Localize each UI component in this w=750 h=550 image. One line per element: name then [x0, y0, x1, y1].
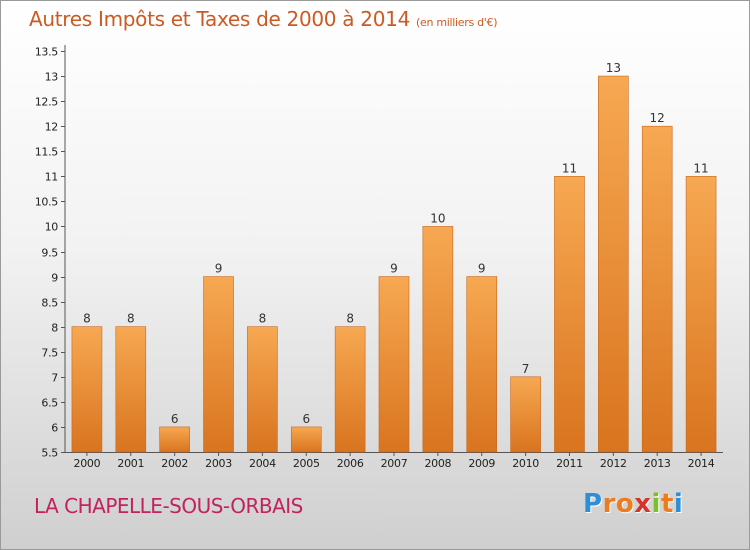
logo-letter: i: [651, 489, 661, 519]
bar-value-label: 7: [522, 362, 530, 376]
bar-value-label: 8: [259, 312, 267, 326]
y-tick-label: 7.5: [41, 347, 58, 360]
bar: [115, 326, 147, 453]
x-tick-label: 2012: [600, 457, 627, 470]
proxiti-logo: Proxiti: [583, 489, 683, 519]
x-tick-label: 2006: [337, 457, 364, 470]
bar: [685, 176, 717, 453]
bar-value-label: 8: [83, 312, 91, 326]
chart-title-text: Autres Impôts et Taxes de 2000 à 2014: [29, 7, 410, 31]
y-tick-label: 9: [51, 272, 58, 285]
y-tick-label: 10: [45, 221, 59, 234]
bar: [554, 176, 585, 453]
y-tick-label: 8: [51, 322, 58, 335]
x-tick-label: 2013: [644, 457, 671, 470]
bar-value-label: 11: [693, 161, 708, 175]
x-tick-label: 2007: [381, 457, 408, 470]
x-tick-label: 2008: [424, 457, 451, 470]
bar: [71, 326, 103, 453]
x-tick-label: 2004: [249, 457, 276, 470]
y-tick-label: 12.5: [35, 96, 59, 109]
y-tick-label: 11: [45, 171, 58, 184]
logo-letter: t: [660, 489, 674, 519]
logo-letter: P: [583, 489, 603, 519]
x-tick-label: 2011: [556, 457, 583, 470]
x-tick-label: 2002: [161, 457, 188, 470]
x-tick-label: 2003: [205, 457, 232, 470]
bar: [466, 276, 498, 453]
x-tick-label: 2001: [117, 457, 144, 470]
x-tick-label: 2005: [293, 457, 320, 470]
bar: [290, 426, 322, 453]
chart-title: Autres Impôts et Taxes de 2000 à 2014 (en…: [29, 7, 497, 31]
bar: [641, 125, 673, 453]
logo-letter: i: [673, 489, 684, 519]
bar: [510, 376, 541, 453]
logo-letter: o: [615, 489, 635, 519]
bar-value-label: 12: [650, 111, 665, 125]
bar: [159, 426, 190, 453]
chart-subtitle: (en milliers d'€): [416, 16, 498, 29]
bar-value-label: 9: [215, 262, 223, 276]
logo-letter: x: [634, 489, 652, 519]
y-tick-label: 13.5: [35, 46, 59, 59]
y-tick-label: 5.5: [41, 447, 58, 460]
bar-value-label: 6: [171, 412, 179, 426]
bar-value-label: 9: [390, 262, 398, 276]
bar: [203, 276, 234, 453]
logo-letter: r: [602, 489, 616, 519]
y-tick-label: 6.5: [41, 397, 58, 410]
bar-value-label: 6: [302, 412, 310, 426]
y-tick-label: 9.5: [41, 247, 58, 260]
y-tick-label: 7: [51, 372, 58, 385]
bar-value-label: 11: [562, 161, 577, 175]
bar: [422, 226, 454, 453]
y-tick-label: 8.5: [41, 297, 58, 310]
bar: [247, 326, 278, 453]
bar: [598, 75, 629, 453]
y-tick-label: 12: [45, 121, 58, 134]
y-tick-label: 13: [45, 71, 59, 84]
y-tick-label: 6: [51, 422, 58, 435]
bar-value-label: 8: [346, 312, 354, 326]
bar: [334, 326, 366, 453]
bar-value-label: 10: [430, 211, 445, 225]
bar-value-label: 8: [127, 312, 135, 326]
x-tick-label: 2010: [512, 457, 539, 470]
x-tick-label: 2000: [74, 457, 101, 470]
x-tick-label: 2009: [468, 457, 495, 470]
y-tick-label: 10.5: [35, 196, 59, 209]
y-tick-label: 11.5: [35, 146, 59, 159]
commune-name: LA CHAPELLE-SOUS-ORBAIS: [34, 494, 303, 518]
x-tick-label: 2014: [688, 457, 715, 470]
bar-value-label: 13: [606, 61, 621, 75]
bar-value-label: 9: [478, 262, 486, 276]
bar: [378, 276, 410, 453]
